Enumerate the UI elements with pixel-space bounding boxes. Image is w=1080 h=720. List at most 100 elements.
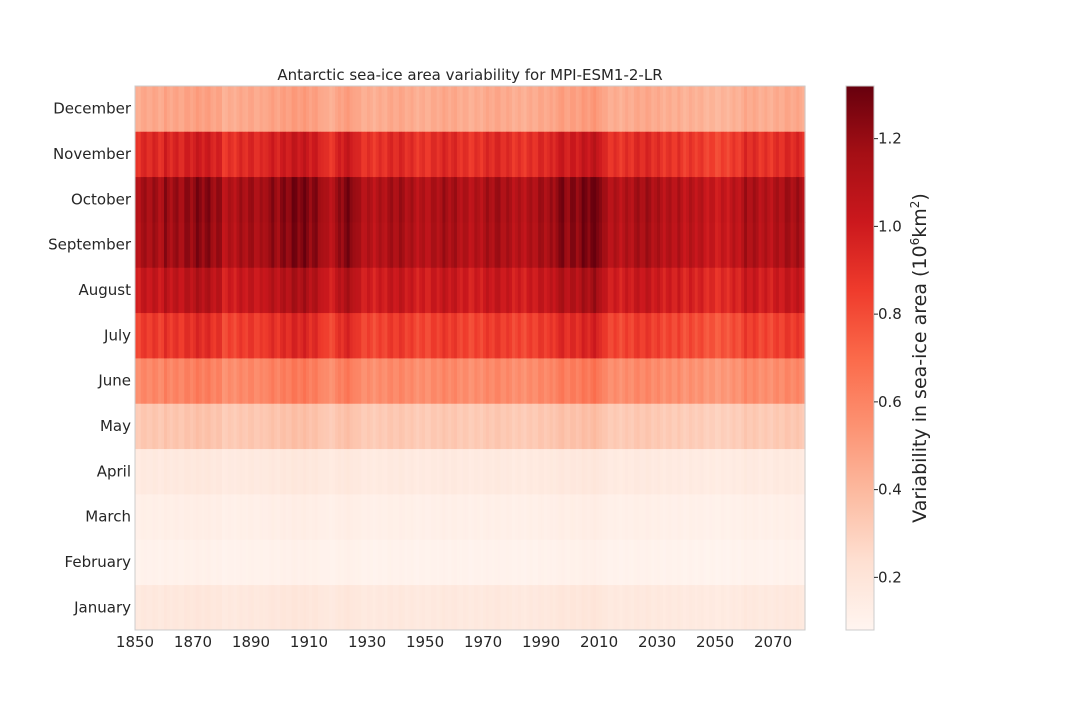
heatmap-cell xyxy=(593,494,597,540)
heatmap-cell xyxy=(456,539,461,586)
heatmap-cell xyxy=(738,86,742,132)
heatmap-cell xyxy=(335,131,339,178)
heatmap-cell xyxy=(442,494,446,540)
heatmap-cell xyxy=(761,358,765,404)
heatmap-cell xyxy=(340,312,345,359)
heatmap-cell xyxy=(381,494,386,540)
heatmap-cell xyxy=(396,539,400,586)
heatmap-cell xyxy=(233,176,238,223)
heatmap-cell xyxy=(488,267,493,314)
heatmap-cell xyxy=(349,584,354,631)
heatmap-cell xyxy=(236,358,241,404)
heatmap-cell xyxy=(248,403,252,450)
heatmap-cell xyxy=(497,131,502,178)
heatmap-cell xyxy=(584,403,589,450)
heatmap-cell xyxy=(407,312,412,359)
heatmap-cell xyxy=(230,86,235,132)
heatmap-cell xyxy=(248,131,252,178)
heatmap-cell xyxy=(596,358,600,404)
heatmap-cell xyxy=(375,584,380,631)
heatmap-cell xyxy=(230,539,235,586)
heatmap-cell xyxy=(439,358,444,404)
heatmap-cell xyxy=(416,222,420,268)
heatmap-cell xyxy=(741,358,745,404)
heatmap-cell xyxy=(793,131,797,178)
heatmap-cell xyxy=(483,494,487,540)
heatmap-cell xyxy=(332,86,336,132)
heatmap-cell xyxy=(581,358,586,404)
heatmap-cell xyxy=(294,131,299,178)
heatmap-cell xyxy=(251,539,255,586)
heatmap-cell xyxy=(619,222,623,268)
heatmap-cell xyxy=(224,358,229,404)
heatmap-cell xyxy=(256,176,261,223)
heatmap-cell xyxy=(552,312,557,359)
heatmap-cell xyxy=(451,312,455,359)
heatmap-cell xyxy=(485,448,490,495)
heatmap-cell xyxy=(204,539,209,586)
heatmap-cell xyxy=(271,176,275,223)
heatmap-cell xyxy=(726,267,731,314)
heatmap-cell xyxy=(442,539,446,586)
heatmap-cell xyxy=(720,86,725,132)
heatmap-cell xyxy=(427,267,432,314)
heatmap-cell xyxy=(375,176,380,223)
heatmap-cell xyxy=(648,267,652,314)
heatmap-cell xyxy=(224,312,229,359)
heatmap-cell xyxy=(538,358,542,404)
heatmap-cell xyxy=(294,358,299,404)
heatmap-cell xyxy=(340,86,345,132)
heatmap-cell xyxy=(471,222,475,268)
heatmap-cell xyxy=(558,222,562,268)
heatmap-cell xyxy=(317,267,322,314)
heatmap-cell xyxy=(488,86,493,132)
heatmap-cell xyxy=(311,222,316,268)
heatmap-cell xyxy=(616,176,620,223)
heatmap-cell xyxy=(462,539,467,586)
heatmap-cell xyxy=(190,86,194,132)
heatmap-cell xyxy=(210,494,214,540)
heatmap-cell xyxy=(688,539,693,586)
heatmap-cell xyxy=(720,312,725,359)
heatmap-cell xyxy=(314,86,319,132)
heatmap-cell xyxy=(195,267,200,314)
heatmap-cell xyxy=(497,494,502,540)
heatmap-cell xyxy=(404,131,409,178)
heatmap-cell xyxy=(622,539,626,586)
heatmap-cell xyxy=(210,403,214,450)
heatmap-cell xyxy=(172,176,177,223)
heatmap-cell xyxy=(166,448,171,495)
heatmap-cell xyxy=(587,358,591,404)
heatmap-cell xyxy=(210,358,214,404)
heatmap-cell xyxy=(332,267,336,314)
heatmap-cell xyxy=(697,494,702,540)
heatmap-cell xyxy=(384,312,388,359)
heatmap-cell xyxy=(166,494,171,540)
heatmap-cell xyxy=(338,448,342,495)
heatmap-cell xyxy=(326,584,330,631)
heatmap-cell xyxy=(184,176,188,223)
heatmap-cell xyxy=(732,267,736,314)
heatmap-cell xyxy=(517,403,522,450)
heatmap-cell xyxy=(683,312,687,359)
heatmap-cell xyxy=(343,86,348,132)
heatmap-cell xyxy=(320,448,325,495)
heatmap-cell xyxy=(320,222,325,268)
heatmap-cell xyxy=(703,448,707,495)
heatmap-cell xyxy=(700,267,705,314)
heatmap-cell xyxy=(381,403,386,450)
heatmap-cell xyxy=(361,403,365,450)
heatmap-cell xyxy=(796,539,800,586)
heatmap-cell xyxy=(526,584,531,631)
heatmap-cell xyxy=(784,267,789,314)
heatmap-cell xyxy=(149,539,154,586)
heatmap-cell xyxy=(137,539,142,586)
heatmap-cell xyxy=(338,539,342,586)
heatmap-cell xyxy=(709,539,713,586)
heatmap-cell xyxy=(268,131,272,178)
heatmap-cell xyxy=(381,358,386,404)
heatmap-cell xyxy=(491,312,496,359)
heatmap-cell xyxy=(599,358,603,404)
heatmap-cell xyxy=(506,448,510,495)
heatmap-cell xyxy=(468,86,473,132)
